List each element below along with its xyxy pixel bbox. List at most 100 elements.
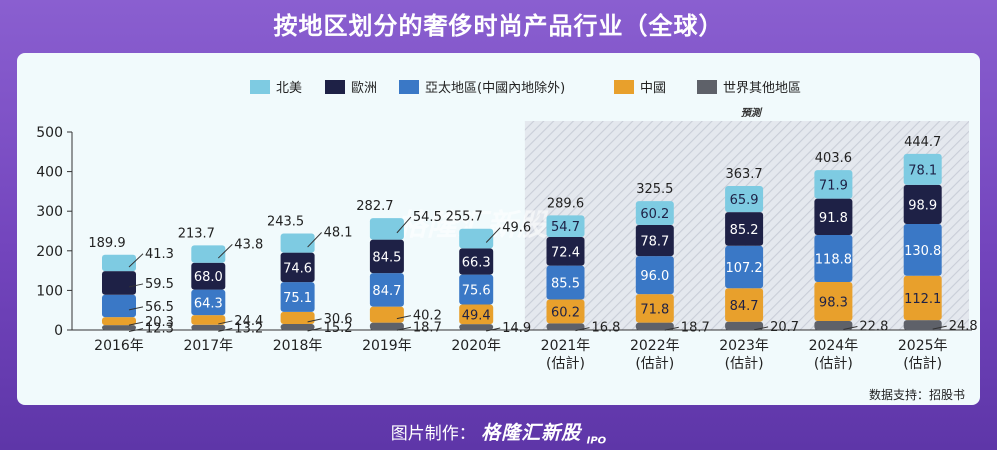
data-label: 54.5	[413, 210, 442, 225]
bar-segment	[459, 228, 494, 249]
data-label: 71.9	[819, 178, 848, 193]
bar-segment	[814, 170, 853, 199]
legend-swatch	[325, 80, 345, 94]
data-label: 78.7	[640, 235, 669, 250]
bar-segment	[635, 201, 674, 225]
bar-segment	[546, 265, 585, 300]
data-label: 43.8	[234, 237, 263, 252]
bar-segment	[725, 185, 764, 213]
leader-line	[128, 306, 144, 311]
data-label: 49.6	[502, 221, 531, 236]
data-label: 60.2	[640, 207, 669, 222]
bar-segment	[459, 324, 494, 330]
leader-line	[218, 320, 233, 325]
total-label: 363.7	[725, 167, 762, 182]
x-tick-label: 2018年	[273, 338, 323, 354]
data-label: 85.5	[551, 277, 580, 292]
leader-line	[128, 253, 144, 268]
leader-line	[485, 227, 501, 243]
legend-swatch	[697, 80, 717, 94]
x-tick-label: 2016年	[94, 338, 144, 354]
leader-line	[932, 325, 947, 330]
data-label: 118.8	[815, 253, 852, 268]
leader-line	[575, 327, 590, 332]
data-label: 49.4	[462, 308, 491, 323]
bar-segment	[102, 254, 136, 272]
bar-segment	[459, 248, 494, 275]
data-label: 68.0	[194, 270, 223, 285]
bar-segment	[546, 215, 585, 237]
x-tick-label: (估計)	[635, 356, 674, 372]
footer-brand: 格隆汇新股	[481, 422, 582, 444]
data-label: 98.3	[819, 296, 848, 311]
x-tick-label: 2022年	[630, 338, 680, 354]
leader-line	[307, 327, 322, 332]
x-tick-label: 2024年	[809, 338, 859, 354]
bar-segment	[459, 274, 494, 305]
bar-segment	[635, 294, 674, 323]
bar-segment	[102, 271, 136, 295]
bar-segment	[369, 306, 404, 323]
bar-segment	[814, 282, 853, 321]
data-label: 84.5	[372, 250, 401, 265]
bar-segment	[725, 245, 764, 289]
footer: 图片制作： 格隆汇新股 IPO	[0, 418, 997, 446]
total-label: 189.9	[88, 236, 125, 251]
data-label: 15.2	[324, 321, 353, 336]
data-label: 75.1	[283, 291, 312, 306]
x-tick-label: 2017年	[183, 338, 233, 354]
chart-card: 預測 0 100 200 300 400 500 北美 歐洲 亞太地區(中國內地除外) 中國 世界其他…	[17, 53, 980, 405]
data-label: 96.0	[640, 269, 669, 284]
bar-segment	[369, 273, 404, 307]
leader-line	[396, 326, 412, 331]
data-label: 48.1	[324, 226, 353, 241]
x-tick-label: 2020年	[451, 338, 501, 354]
total-label: 213.7	[178, 226, 215, 241]
data-label: 14.9	[502, 321, 531, 336]
data-label: 60.2	[551, 305, 580, 320]
legend-label: 中國	[640, 81, 666, 96]
y-tick-label: 100	[36, 283, 63, 299]
bar-segment	[725, 288, 764, 322]
x-tick-label: 2023年	[719, 338, 769, 354]
data-label: 71.8	[640, 302, 669, 317]
legend-swatch	[250, 80, 270, 94]
bar-segment	[191, 262, 226, 290]
source-note: 数据支持：招股书	[869, 387, 965, 402]
total-label: 243.5	[267, 215, 304, 230]
y-tick-label: 0	[54, 323, 63, 339]
data-label: 84.7	[372, 284, 401, 299]
leader-line	[843, 325, 858, 330]
footer-prefix: 图片制作：	[390, 424, 476, 444]
x-tick-label: 2019年	[362, 338, 412, 354]
y-tick-label: 400	[36, 165, 63, 181]
leader-line	[753, 326, 769, 331]
bar-segment	[635, 256, 674, 295]
bar-segment	[725, 321, 764, 330]
data-label: 74.6	[283, 261, 312, 276]
bar-segment	[546, 299, 585, 324]
bar-segment	[635, 322, 674, 330]
data-label: 54.7	[551, 220, 580, 235]
x-tick-label: (估計)	[814, 356, 853, 372]
total-label: 289.6	[547, 196, 584, 211]
bar-segment	[191, 324, 226, 330]
bar-segment	[102, 325, 136, 330]
data-label: 64.3	[194, 296, 223, 311]
bar-segment	[814, 234, 853, 283]
data-label: 75.6	[462, 284, 491, 299]
data-label: 78.1	[908, 163, 937, 178]
footer-brand-suffix: IPO	[586, 435, 607, 447]
leader-line	[128, 321, 144, 326]
leader-line	[396, 315, 412, 320]
legend-label: 世界其他地區	[723, 81, 801, 96]
leader-line	[128, 283, 144, 288]
bar-segment	[903, 184, 942, 224]
legend-label: 北美	[276, 81, 302, 96]
bar-segment	[814, 198, 853, 235]
leader-line	[307, 232, 322, 248]
data-label: 85.2	[730, 223, 759, 238]
data-label: 16.8	[592, 321, 621, 336]
bar-segment	[903, 153, 942, 185]
forecast-label: 預測	[741, 107, 763, 119]
